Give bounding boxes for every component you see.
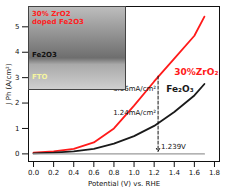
svg-text:30%ZrO₂: 30%ZrO₂ bbox=[174, 67, 218, 77]
svg-text:3: 3 bbox=[15, 74, 19, 82]
svg-text:0: 0 bbox=[15, 150, 19, 158]
svg-text:5: 5 bbox=[15, 23, 19, 31]
svg-text:1.8: 1.8 bbox=[209, 169, 220, 177]
svg-text:1.4: 1.4 bbox=[169, 169, 181, 177]
html-text:FTO: FTO bbox=[32, 73, 48, 81]
html-text:Fe2O3: Fe2O3 bbox=[32, 51, 57, 59]
svg-text:0.8: 0.8 bbox=[108, 169, 119, 177]
svg-text:1.2: 1.2 bbox=[149, 169, 160, 177]
svg-text:1.0: 1.0 bbox=[128, 169, 139, 177]
svg-text:0.6: 0.6 bbox=[88, 169, 100, 177]
svg-text:0.0: 0.0 bbox=[28, 169, 39, 177]
svg-text:Fe₂O₃: Fe₂O₃ bbox=[166, 84, 193, 94]
svg-text:Potential (V) vs. RHE: Potential (V) vs. RHE bbox=[88, 180, 160, 188]
svg-text:0.4: 0.4 bbox=[68, 169, 80, 177]
svg-text:4: 4 bbox=[15, 48, 20, 56]
svg-text:J Ph (A/cm²): J Ph (A/cm²) bbox=[5, 63, 13, 106]
svg-text:1.239V: 1.239V bbox=[161, 142, 186, 150]
svg-text:2: 2 bbox=[15, 99, 19, 107]
html-text:30% ZrO2 doped Fe2O3: 30% ZrO2 doped Fe2O3 bbox=[32, 10, 84, 26]
svg-text:1.6: 1.6 bbox=[189, 169, 201, 177]
svg-text:0.2: 0.2 bbox=[48, 169, 59, 177]
svg-text:1.24mA/cm²: 1.24mA/cm² bbox=[113, 109, 156, 117]
svg-text:1: 1 bbox=[15, 125, 19, 133]
svg-text:3.06mA/cm²: 3.06mA/cm² bbox=[113, 85, 157, 94]
